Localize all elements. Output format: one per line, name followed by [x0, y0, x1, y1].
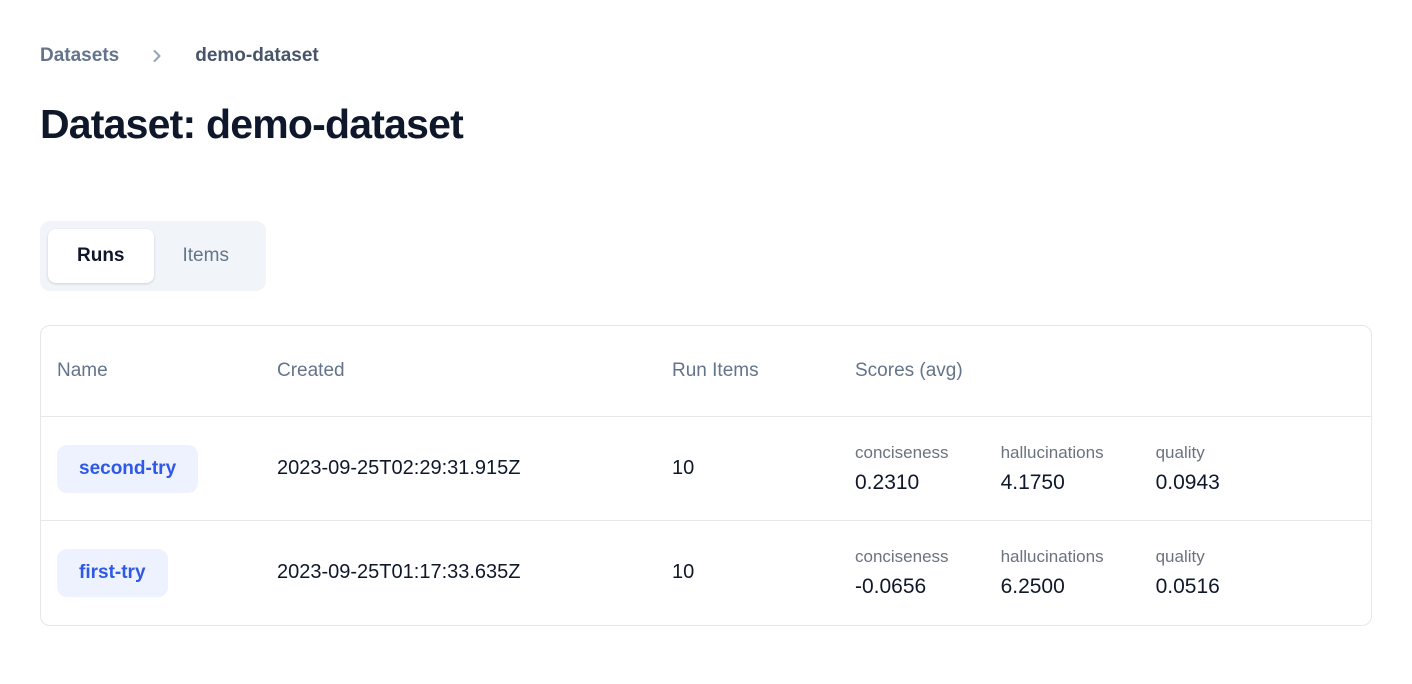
runs-table: Name Created Run Items Scores (avg) seco… — [41, 326, 1371, 625]
score-hallucinations: hallucinations 6.2500 — [1001, 546, 1104, 599]
run-items-cell: 10 — [656, 416, 839, 521]
scores-cell: conciseness 0.2310 hallucinations 4.1750… — [839, 416, 1371, 521]
score-label: conciseness — [855, 443, 949, 462]
score-value: 0.0943 — [1155, 471, 1220, 494]
scores-group: conciseness 0.2310 hallucinations 4.1750… — [855, 442, 1355, 495]
breadcrumb-item-current[interactable]: demo-dataset — [195, 45, 319, 66]
column-header-created: Created — [277, 360, 345, 381]
score-value: 6.2500 — [1000, 575, 1065, 599]
breadcrumb: Datasets demo-dataset — [40, 45, 1372, 67]
column-header-name: Name — [57, 360, 108, 381]
tab-items[interactable]: Items — [154, 229, 258, 283]
table-header-row: Name Created Run Items Scores (avg) — [41, 326, 1371, 417]
score-label: quality — [1155, 443, 1205, 462]
scores-cell: conciseness -0.0656 hallucinations 6.250… — [839, 520, 1371, 625]
runs-table-card: Name Created Run Items Scores (avg) seco… — [40, 325, 1372, 626]
tab-runs[interactable]: Runs — [48, 229, 154, 283]
score-label: hallucinations — [1000, 443, 1104, 462]
dataset-detail-page: Datasets demo-dataset Dataset: demo-data… — [40, 45, 1372, 626]
tab-group: Runs Items — [40, 221, 266, 291]
column-header-scores: Scores (avg) — [855, 360, 963, 381]
page-title: Dataset: demo-dataset — [40, 101, 464, 147]
score-value: 0.0516 — [1155, 575, 1220, 599]
chevron-right-icon — [147, 46, 167, 66]
breadcrumb-item-datasets[interactable]: Datasets — [40, 45, 120, 66]
score-hallucinations: hallucinations 4.1750 — [1001, 442, 1104, 495]
table-row: second-try 2023-09-25T02:29:31.915Z 10 c… — [41, 416, 1371, 521]
score-quality: quality 0.0943 — [1156, 442, 1220, 495]
score-label: conciseness — [855, 547, 949, 567]
score-conciseness: conciseness 0.2310 — [855, 442, 949, 495]
created-cell: 2023-09-25T02:29:31.915Z — [261, 416, 656, 521]
run-link[interactable]: second-try — [57, 444, 199, 493]
run-name-cell: second-try — [41, 416, 261, 521]
run-name-cell: first-try — [41, 520, 261, 625]
score-value: 0.2310 — [855, 471, 920, 494]
score-label: hallucinations — [1000, 547, 1104, 567]
score-quality: quality 0.0516 — [1156, 546, 1220, 599]
table-row: first-try 2023-09-25T01:17:33.635Z 10 co… — [41, 520, 1371, 625]
created-cell: 2023-09-25T01:17:33.635Z — [261, 520, 656, 625]
score-value: -0.0656 — [855, 575, 927, 599]
column-header-run-items: Run Items — [672, 360, 759, 381]
score-label: quality — [1155, 547, 1205, 567]
score-value: 4.1750 — [1000, 471, 1065, 494]
scores-group: conciseness -0.0656 hallucinations 6.250… — [855, 546, 1355, 599]
run-link[interactable]: first-try — [57, 548, 168, 597]
run-items-cell: 10 — [656, 520, 839, 625]
score-conciseness: conciseness -0.0656 — [855, 546, 949, 599]
